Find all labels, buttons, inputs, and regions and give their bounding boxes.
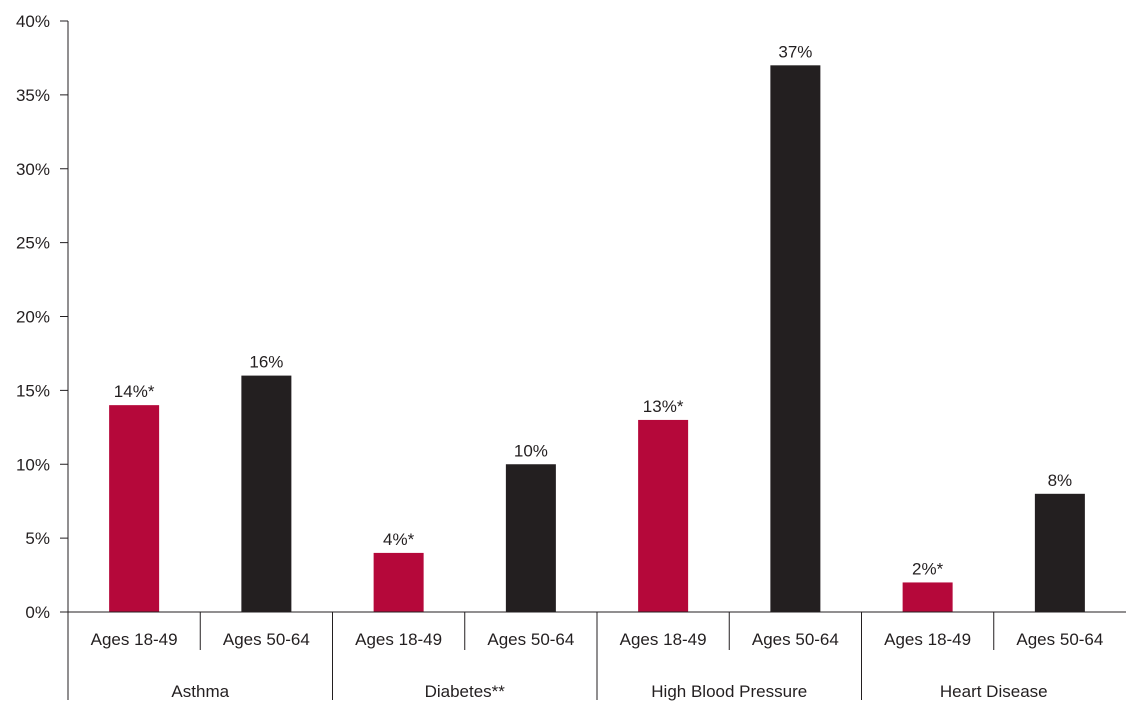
y-tick-label: 10% — [16, 455, 50, 474]
bars — [109, 65, 1085, 612]
bar — [241, 375, 292, 612]
bar-value-label: 37% — [778, 42, 812, 61]
y-tick-label: 40% — [16, 12, 50, 31]
y-tick-label: 35% — [16, 86, 50, 105]
x-group-label: Asthma — [171, 682, 229, 701]
bar-value-label: 13%* — [643, 397, 684, 416]
y-tick-label: 30% — [16, 160, 50, 179]
x-category-label: Ages 18-49 — [884, 630, 971, 649]
bar-value-label: 2%* — [912, 559, 944, 578]
bar — [902, 582, 953, 612]
bar-value-label: 14%* — [114, 382, 155, 401]
bar — [638, 419, 689, 612]
bar-value-label: 8% — [1048, 471, 1073, 490]
x-category-label: Ages 18-49 — [91, 630, 178, 649]
bar — [770, 65, 821, 612]
bar-value-label: 4%* — [383, 530, 415, 549]
x-category-label: Ages 18-49 — [355, 630, 442, 649]
data-labels: 14%* 4%* 13%* 2%* 16% 10% 37% 8% — [114, 42, 1072, 578]
x-group-label: Diabetes** — [425, 682, 506, 701]
bar-value-label: 16% — [249, 353, 283, 372]
bar — [1034, 493, 1085, 612]
x-category-label: Ages 50-64 — [223, 630, 310, 649]
y-tick-label: 15% — [16, 381, 50, 400]
bar-value-label: 10% — [514, 441, 548, 460]
y-axis: 0% 5% 10% 15% 20% 25% 30% 35% 40% — [16, 12, 69, 622]
x-category-label: Ages 50-64 — [1016, 630, 1103, 649]
y-tick-label: 0% — [25, 603, 50, 622]
x-axis: Ages 18-49 Ages 50-64 Ages 18-49 Ages 50-64… — [67, 611, 1126, 701]
x-category-label: Ages 50-64 — [752, 630, 839, 649]
x-category-label: Ages 18-49 — [620, 630, 707, 649]
y-tick-label: 20% — [16, 308, 50, 327]
x-group-label: Heart Disease — [940, 682, 1048, 701]
x-group-label: High Blood Pressure — [651, 682, 807, 701]
bar — [505, 464, 556, 612]
y-tick-label: 25% — [16, 234, 50, 253]
bar — [373, 552, 424, 612]
y-tick-label: 5% — [25, 529, 50, 548]
bar — [109, 405, 160, 612]
x-category-label: Ages 50-64 — [487, 630, 574, 649]
